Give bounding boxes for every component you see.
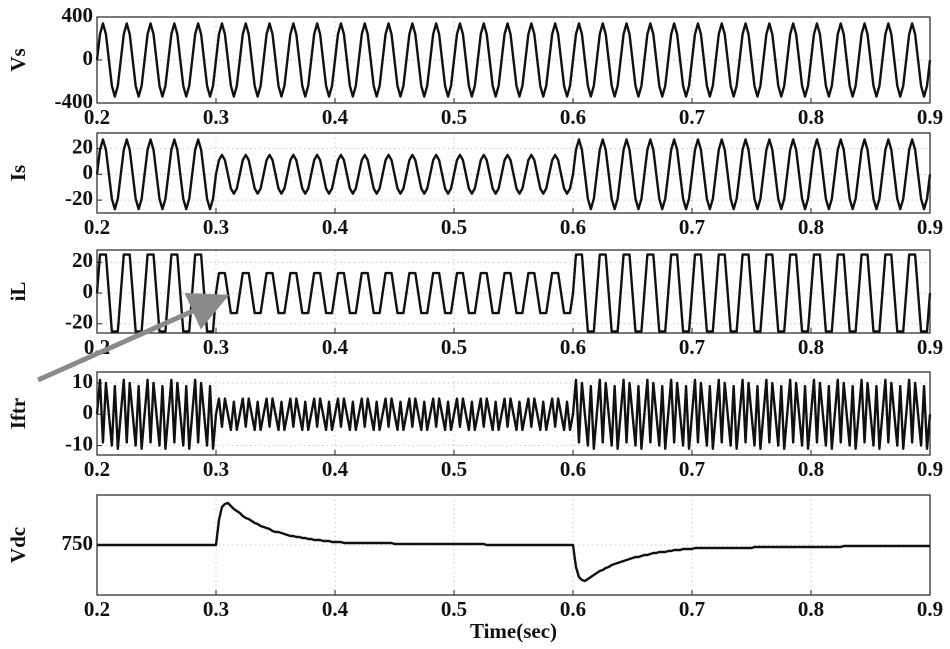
- x-tick-label: 0.7: [679, 215, 705, 239]
- y-axis-label: Iftr: [6, 398, 30, 429]
- y-tick-label: -20: [65, 310, 93, 334]
- y-tick-label: 400: [62, 3, 94, 27]
- x-tick-label: 0.7: [679, 105, 705, 129]
- x-tick-label: 0.4: [322, 597, 349, 621]
- x-tick-label: 0.6: [560, 335, 586, 359]
- signal-line: [95, 378, 932, 450]
- x-tick-label: 0.6: [560, 597, 586, 621]
- plot-frame: [96, 371, 931, 456]
- x-tick-label: 0.9: [917, 597, 943, 621]
- panel: 0.2 0.3 0.4 0.5 0.6 0.7 0.8 0.9 750 Vdc Time(sec): [6, 494, 943, 643]
- plot-frame: [96, 249, 931, 334]
- y-tick-label: 0: [83, 46, 94, 70]
- x-tick-label: 0.8: [798, 105, 824, 129]
- panel: 0.2 0.3 0.4 0.5 0.6 0.7 0.8 0.9 -10 0 10 Iftr: [6, 369, 943, 481]
- x-tick-label: 0.4: [322, 105, 349, 129]
- x-tick-label: 0.9: [917, 457, 943, 481]
- panel: 0.2 0.3 0.4 0.5 0.6 0.7 0.8 0.9 -400 0 400 Vs: [6, 3, 943, 129]
- signal-line: [95, 138, 932, 211]
- x-tick-label: 0.3: [203, 215, 229, 239]
- y-tick-label: 20: [72, 248, 93, 272]
- x-tick-label: 0.7: [679, 457, 705, 481]
- x-tick-label: 0.4: [322, 335, 349, 359]
- x-tick-label: 0.6: [560, 457, 586, 481]
- y-axis-label: iL: [6, 282, 30, 302]
- y-tick-label: -10: [65, 431, 93, 455]
- x-tick-label: 0.5: [441, 105, 467, 129]
- x-tick-label: 0.2: [84, 457, 110, 481]
- plot-frame: [96, 16, 931, 104]
- y-axis-label: Vs: [6, 48, 30, 71]
- annotation-arrow: [36, 292, 230, 383]
- y-tick-label: -20: [65, 186, 93, 210]
- y-tick-label: 0: [83, 160, 94, 184]
- plot-frame: [96, 494, 931, 596]
- x-tick-label: 0.5: [441, 457, 467, 481]
- y-axis-label: Is: [6, 165, 30, 181]
- x-tick-label: 0.8: [798, 335, 824, 359]
- x-tick-label: 0.8: [798, 457, 824, 481]
- y-tick-label: 10: [72, 369, 93, 393]
- x-tick-label: 0.4: [322, 215, 349, 239]
- y-tick-label: 750: [62, 531, 94, 555]
- x-tick-label: 0.2: [84, 105, 110, 129]
- x-tick-label: 0.6: [560, 215, 586, 239]
- y-tick-label: 0: [83, 400, 94, 424]
- x-tick-label: 0.5: [441, 215, 467, 239]
- x-tick-label: 0.8: [798, 597, 824, 621]
- signal-line: [95, 22, 932, 98]
- x-tick-label: 0.3: [203, 457, 229, 481]
- x-tick-label: 0.3: [203, 597, 229, 621]
- y-tick-label: 20: [72, 134, 93, 158]
- x-tick-label: 0.6: [560, 105, 586, 129]
- x-tick-label: 0.4: [322, 457, 349, 481]
- x-axis-label: Time(sec): [470, 619, 557, 643]
- x-tick-label: 0.8: [798, 215, 824, 239]
- x-tick-label: 0.7: [679, 597, 705, 621]
- y-tick-label: 0: [83, 279, 94, 303]
- x-tick-label: 0.9: [917, 105, 943, 129]
- y-axis-label: Vdc: [6, 527, 30, 563]
- x-tick-label: 0.2: [84, 215, 110, 239]
- x-tick-label: 0.3: [203, 335, 229, 359]
- x-tick-label: 0.9: [917, 215, 943, 239]
- x-tick-label: 0.9: [917, 335, 943, 359]
- panels: 0.2 0.3 0.4 0.5 0.6 0.7 0.8 0.9 -400 0 400 Vs 0.2 0.3…: [6, 3, 943, 643]
- x-tick-label: 0.2: [84, 597, 110, 621]
- x-tick-label: 0.5: [441, 335, 467, 359]
- signal-line: [95, 253, 932, 333]
- x-tick-label: 0.5: [441, 597, 467, 621]
- x-tick-label: 0.7: [679, 335, 705, 359]
- signal-line: [97, 501, 930, 583]
- y-tick-label: -400: [55, 89, 94, 113]
- plot-frame: [96, 132, 931, 214]
- x-tick-label: 0.3: [203, 105, 229, 129]
